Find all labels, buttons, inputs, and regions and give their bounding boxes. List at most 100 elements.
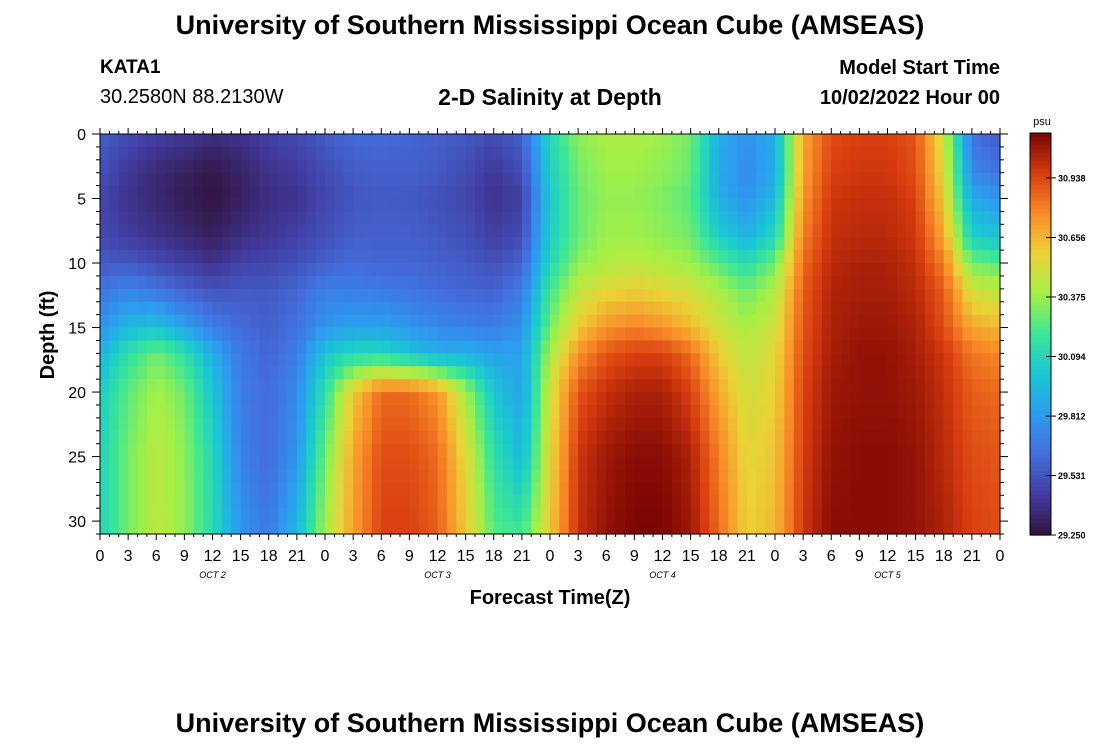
heatmap-cell xyxy=(118,443,129,458)
heatmap-cell xyxy=(334,430,345,445)
heatmap-cell xyxy=(700,469,710,483)
heatmap-cell xyxy=(221,172,232,187)
heatmap-cell xyxy=(390,172,401,187)
heatmap-cell xyxy=(887,237,898,251)
heatmap-cell xyxy=(118,456,129,471)
heatmap-cell xyxy=(231,430,242,445)
heatmap-cell xyxy=(896,379,907,393)
heatmap-cell xyxy=(521,379,532,393)
heatmap-cell xyxy=(981,430,992,445)
heatmap-cell xyxy=(765,340,776,354)
heatmap-cell xyxy=(971,456,982,471)
heatmap-cell xyxy=(418,172,429,187)
heatmap-cell xyxy=(587,456,598,471)
heatmap-cell xyxy=(137,443,148,458)
heatmap-cell xyxy=(681,404,692,419)
heatmap-cell xyxy=(325,392,335,406)
heatmap-cell xyxy=(587,159,598,174)
heatmap-cell xyxy=(137,288,148,303)
heatmap-cell xyxy=(550,172,560,187)
heatmap-cell xyxy=(400,250,410,264)
heatmap-cell xyxy=(371,263,382,277)
heatmap-cell xyxy=(578,275,589,290)
heatmap-cell xyxy=(381,456,392,471)
heatmap-cell xyxy=(175,146,185,161)
heatmap-cell xyxy=(100,443,110,458)
heatmap-cell xyxy=(578,392,589,406)
heatmap-cell xyxy=(484,314,495,329)
heatmap-cell xyxy=(953,404,964,419)
heatmap-cell xyxy=(559,159,570,174)
heatmap-cell xyxy=(446,301,457,316)
heatmap-cell xyxy=(512,392,523,406)
heatmap-cell xyxy=(400,469,410,483)
heatmap-cell xyxy=(475,134,485,148)
heatmap-cell xyxy=(850,172,860,187)
heatmap-cell xyxy=(353,508,364,522)
heatmap-cell xyxy=(793,134,804,148)
heatmap-cell xyxy=(268,134,279,148)
heatmap-cell xyxy=(287,146,298,161)
heatmap-cell xyxy=(775,263,785,277)
heatmap-cell xyxy=(596,263,607,277)
heatmap-cell xyxy=(484,340,495,354)
heatmap-cell xyxy=(615,288,626,303)
heatmap-cell xyxy=(109,417,120,432)
heatmap-cell xyxy=(981,495,992,509)
heatmap-cell xyxy=(250,198,260,213)
heatmap-cell xyxy=(728,263,739,277)
heatmap-cell xyxy=(840,469,851,483)
heatmap-cell xyxy=(259,172,270,187)
heatmap-cell xyxy=(840,211,851,225)
heatmap-cell xyxy=(859,521,870,535)
heatmap-cell xyxy=(821,211,832,225)
heatmap-cell xyxy=(381,340,392,354)
heatmap-cell xyxy=(353,340,364,354)
heatmap-cell xyxy=(728,521,739,535)
heatmap-cell xyxy=(934,521,945,535)
heatmap-cell xyxy=(437,508,448,522)
heatmap-cell xyxy=(775,379,785,393)
heatmap-cell xyxy=(878,521,889,535)
heatmap-cell xyxy=(943,469,954,483)
heatmap-cell xyxy=(831,250,842,264)
heatmap-cell xyxy=(887,134,898,148)
heatmap-cell xyxy=(296,263,307,277)
heatmap-cell xyxy=(540,159,551,174)
heatmap-cell xyxy=(212,430,223,445)
heatmap-cell xyxy=(587,392,598,406)
heatmap-cell xyxy=(371,495,382,509)
heatmap-cell xyxy=(475,211,485,225)
heatmap-cell xyxy=(831,456,842,471)
heatmap-cell xyxy=(662,521,673,535)
heatmap-cell xyxy=(906,327,917,342)
heatmap-cell xyxy=(381,134,392,148)
heatmap-cell xyxy=(990,224,1001,238)
heatmap-cell xyxy=(325,211,335,225)
heatmap-cell xyxy=(446,275,457,290)
heatmap-cell xyxy=(381,430,392,445)
heatmap-cell xyxy=(362,263,373,277)
heatmap-cell xyxy=(634,134,645,148)
heatmap-cell xyxy=(803,301,814,316)
heatmap-cell xyxy=(634,185,645,200)
heatmap-cell xyxy=(287,288,298,303)
heatmap-cell xyxy=(203,353,214,367)
colorbar-segment xyxy=(1030,273,1051,279)
heatmap-cell xyxy=(362,443,373,458)
heatmap-cell xyxy=(765,275,776,290)
heatmap-cell xyxy=(840,417,851,432)
heatmap-cell xyxy=(137,392,148,406)
heatmap-cell xyxy=(746,366,757,380)
heatmap-cell xyxy=(343,250,354,264)
heatmap-cell xyxy=(765,379,776,393)
heatmap-cell xyxy=(287,392,298,406)
heatmap-cell xyxy=(625,443,635,458)
heatmap-cell xyxy=(925,353,935,367)
heatmap-cell xyxy=(212,404,223,419)
heatmap-cell xyxy=(925,469,935,483)
heatmap-cell xyxy=(812,288,823,303)
heatmap-cell xyxy=(259,404,270,419)
heatmap-cell xyxy=(231,340,242,354)
heatmap-cell xyxy=(409,172,420,187)
